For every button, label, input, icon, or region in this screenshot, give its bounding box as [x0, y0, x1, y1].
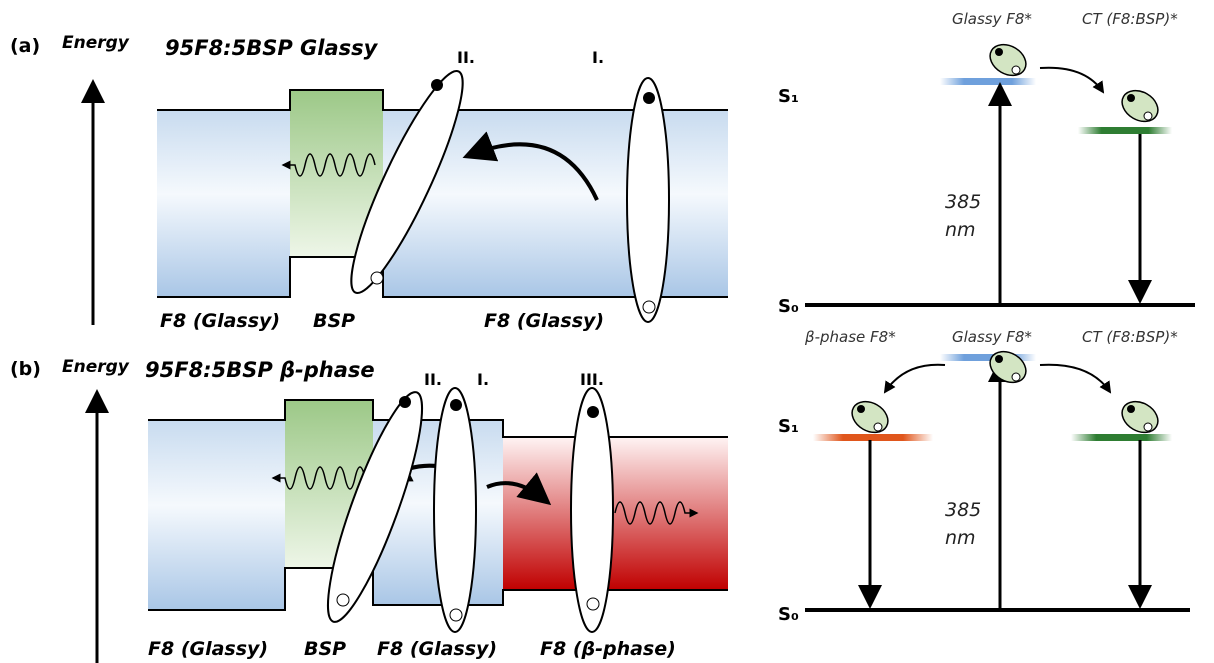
level-label: S₀	[778, 296, 799, 317]
axis-label: Energy	[62, 357, 129, 377]
state-label: CT (F8:BSP)*	[1082, 10, 1178, 28]
step-label: II.	[424, 370, 442, 389]
excitation-unit: nm	[945, 219, 976, 241]
panel-a-bands	[81, 70, 728, 325]
panel-label: (a)	[10, 35, 41, 57]
step-label: III.	[580, 370, 604, 389]
state-label: Glassy F8*	[952, 328, 1032, 346]
step-label: I.	[592, 48, 605, 67]
region-label: F8 (Glassy)	[377, 638, 498, 660]
region-label: BSP	[304, 638, 347, 660]
panel-b-levels	[805, 350, 1190, 612]
panel-b-bands	[85, 387, 728, 663]
panel-a-levels	[805, 43, 1195, 307]
step-label: I.	[477, 370, 490, 389]
state-label: β-phase F8*	[805, 328, 896, 346]
step-label: II.	[457, 48, 475, 67]
excitation-value: 385	[945, 499, 982, 521]
level-label: S₁	[778, 86, 799, 107]
state-label: CT (F8:BSP)*	[1082, 328, 1178, 346]
axis-label: Energy	[62, 33, 129, 53]
region-label: F8 (Glassy)	[484, 310, 605, 332]
region-label: F8 (β-phase)	[540, 638, 676, 660]
level-label: S₁	[778, 416, 799, 437]
panel-label: (b)	[10, 358, 41, 380]
region-label: F8 (Glassy)	[148, 638, 269, 660]
panel-title: 95F8:5BSP β-phase	[145, 358, 375, 382]
region-label: BSP	[313, 310, 356, 332]
excitation-value: 385	[945, 191, 982, 213]
region-label: F8 (Glassy)	[160, 310, 281, 332]
level-label: S₀	[778, 604, 799, 625]
state-label: Glassy F8*	[952, 10, 1032, 28]
excitation-unit: nm	[945, 527, 976, 549]
panel-title: 95F8:5BSP Glassy	[165, 36, 378, 60]
